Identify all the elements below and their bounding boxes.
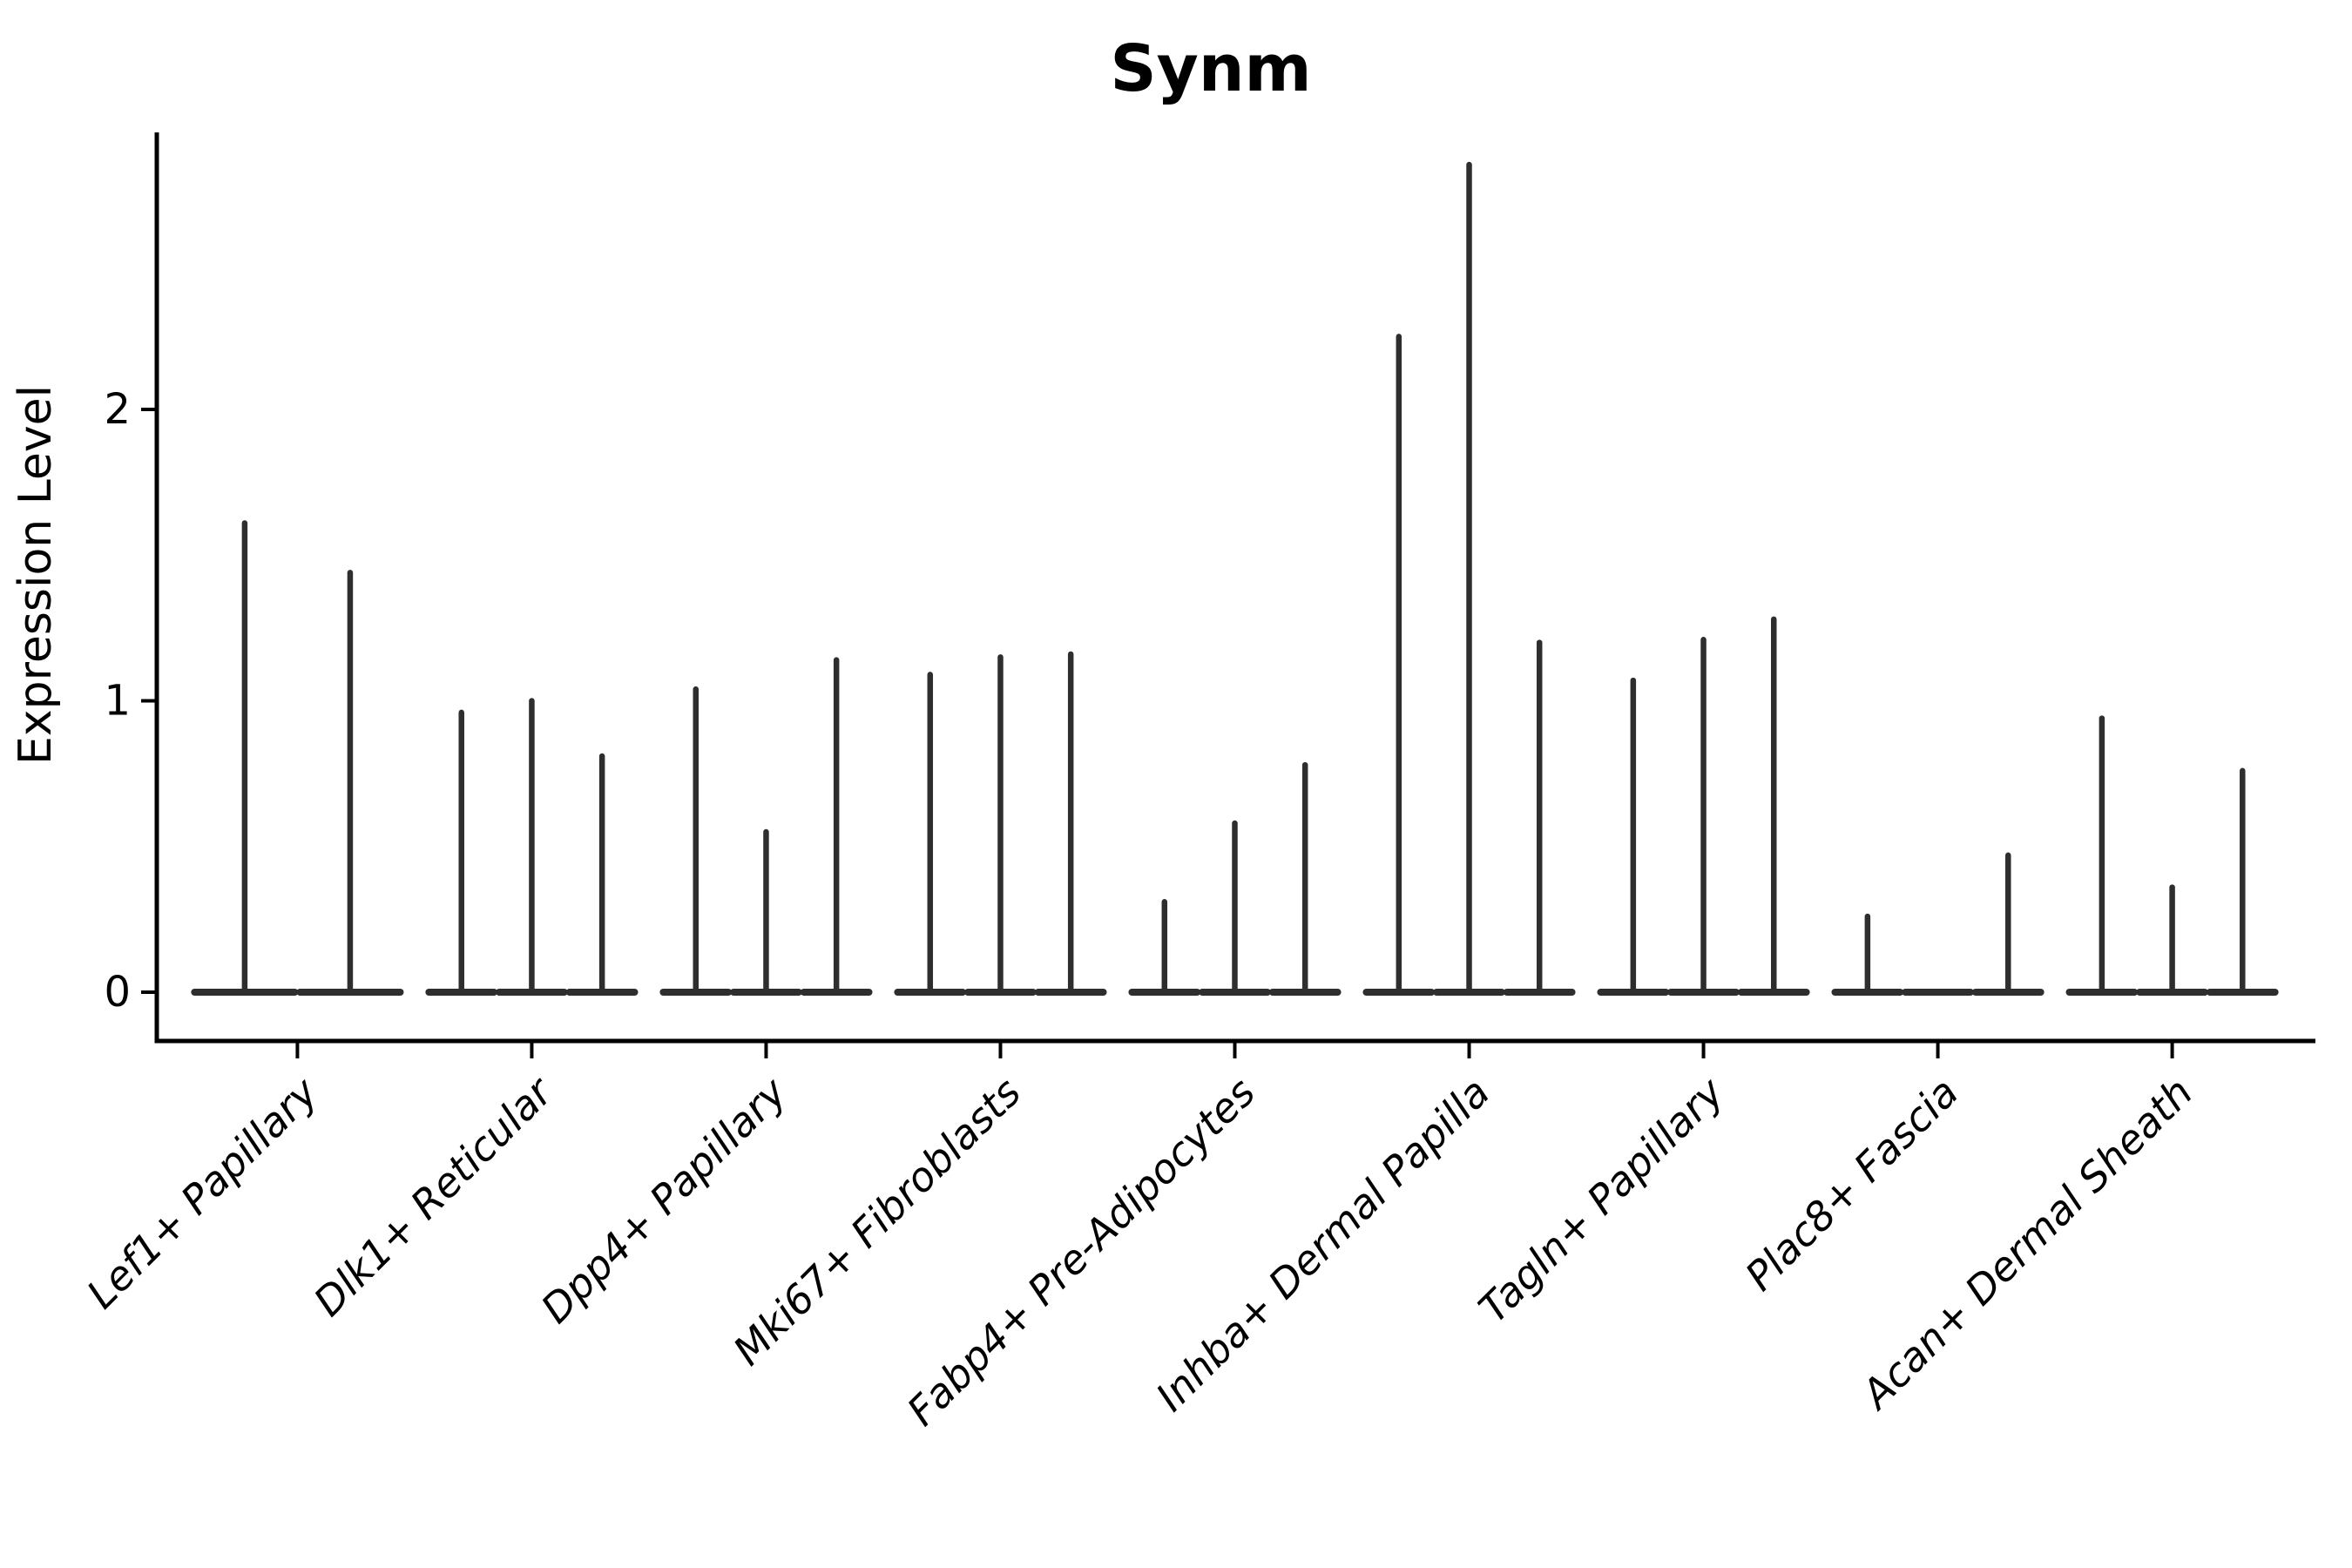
violin [425, 709, 498, 996]
violin [2065, 715, 2139, 996]
chart-title: Synm [1110, 31, 1311, 106]
y-tick-label: 2 [104, 385, 131, 434]
violin [1597, 677, 1670, 996]
y-tick-label: 1 [104, 677, 131, 726]
violin [1199, 820, 1271, 996]
x-tick-label: Lef1+ Papillary [78, 1068, 327, 1317]
x-tick-label: Dpp4+ Papillary [532, 1068, 796, 1332]
violin [2136, 884, 2208, 996]
x-tick-label: Plac8+ Fascia [1736, 1069, 1967, 1300]
violin [2206, 767, 2279, 996]
violin [1034, 651, 1107, 996]
violin [191, 520, 299, 996]
violin [1128, 899, 1201, 996]
violin [1831, 913, 1904, 996]
violin [800, 657, 873, 996]
y-axis: 0 1 2 [104, 385, 157, 1017]
violin [565, 753, 639, 996]
violin [1268, 761, 1342, 996]
violin [1971, 852, 2044, 996]
violin [1503, 639, 1576, 996]
x-tick-label: Dlk1+ Reticular [305, 1066, 564, 1325]
violin [296, 570, 404, 996]
x-tick-label: Tagln+ Papillary [1470, 1068, 1734, 1332]
y-tick-label: 0 [104, 968, 131, 1017]
violin [1362, 334, 1436, 996]
violin [730, 828, 802, 996]
violin [894, 672, 967, 996]
violin [1667, 637, 1740, 996]
violin [1737, 616, 1810, 996]
violin [964, 654, 1037, 996]
violin [659, 686, 733, 996]
violin [496, 698, 568, 996]
violins [191, 161, 2279, 996]
violin [1433, 161, 1505, 996]
y-axis-label: Expression Level [10, 385, 62, 765]
